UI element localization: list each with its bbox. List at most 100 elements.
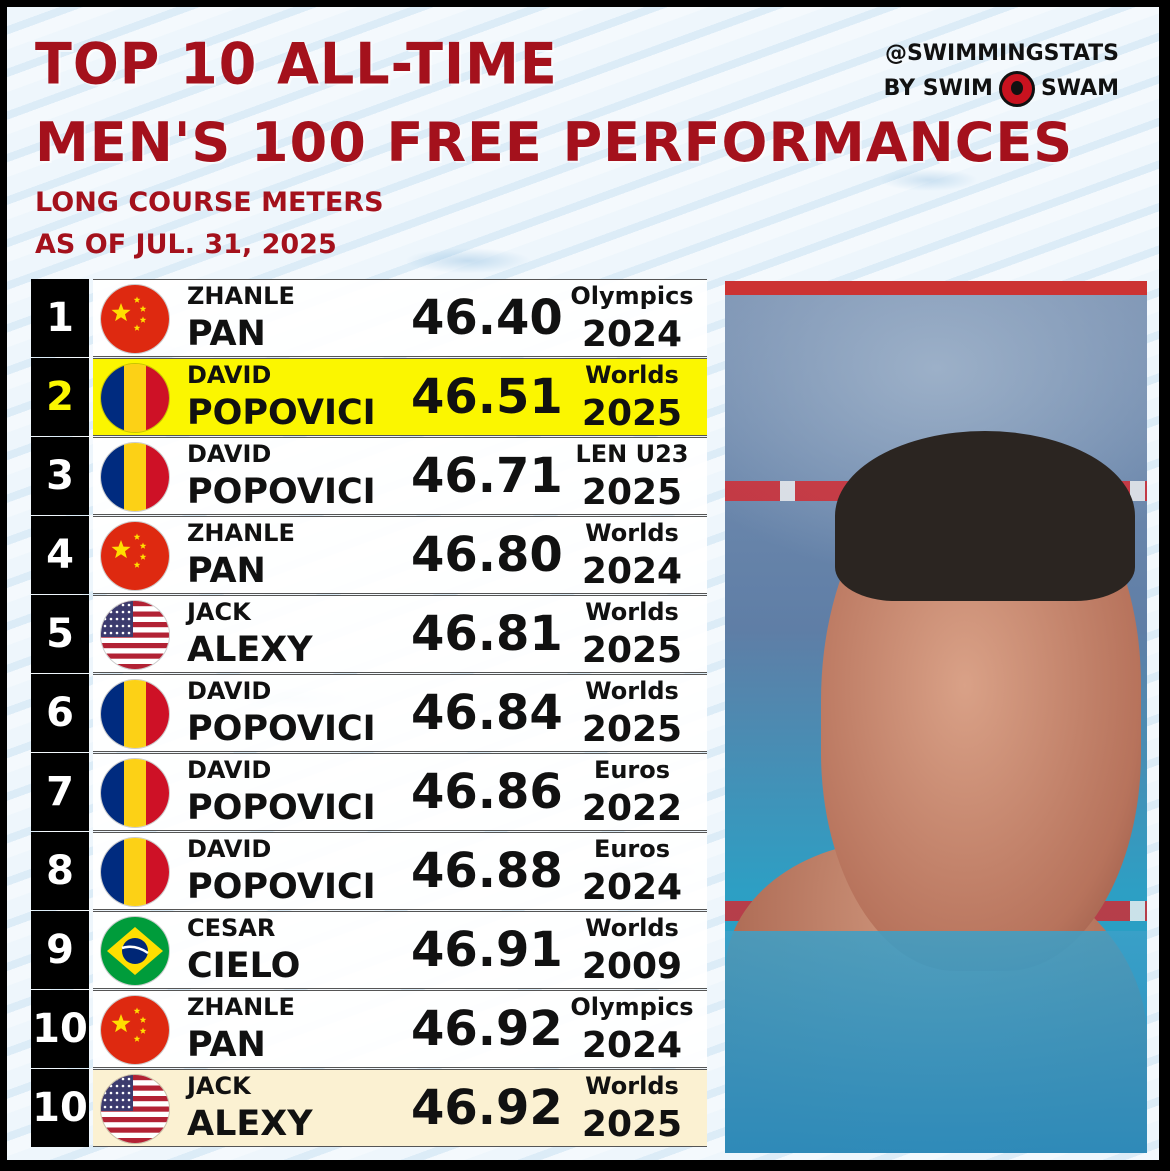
row-cell: JACK ALEXY 46.81 Worlds 2025 [93, 595, 707, 673]
meet-year: 2024 [581, 314, 683, 355]
swimmer-last-name: POPOVICI [187, 709, 376, 749]
china-flag-icon [101, 522, 169, 590]
subtitle-course: LONG COURSE METERS [35, 187, 384, 218]
row-cell: DAVID POPOVICI 46.86 Euros 2022 [93, 753, 707, 831]
meet-year: 2025 [581, 709, 683, 750]
table-row: 9 CESAR CIELO 46.91 Worlds 2009 [31, 911, 707, 989]
romania-flag-icon [101, 364, 169, 432]
romania-flag-icon [101, 680, 169, 748]
swim-time: 46.80 [411, 527, 563, 583]
meet-name: LEN U23 [575, 440, 689, 468]
title-line-2: MEN'S 100 FREE PERFORMANCES [35, 111, 1074, 174]
china-flag-icon [101, 285, 169, 353]
china-flag-icon [101, 996, 169, 1064]
swimmer-last-name: PAN [187, 314, 266, 354]
table-row: 3 DAVID POPOVICI 46.71 LEN U23 2025 [31, 437, 707, 515]
brazil-flag-icon [101, 917, 169, 985]
row-cell: ZHANLE PAN 46.80 Worlds 2024 [93, 516, 707, 594]
swimmer-last-name: POPOVICI [187, 788, 376, 828]
meet-year: 2024 [581, 1025, 683, 1066]
rank-number: 10 [31, 990, 89, 1068]
meet-year: 2025 [581, 472, 683, 513]
rank-number: 6 [31, 674, 89, 752]
usa-flag-icon [101, 601, 169, 669]
rank-number: 2 [31, 358, 89, 436]
swimmer-first-name: JACK [187, 1072, 251, 1100]
table-row: 2 DAVID POPOVICI 46.51 Worlds 2025 [31, 358, 707, 436]
rank-number: 7 [31, 753, 89, 831]
swimmer-first-name: JACK [187, 598, 251, 626]
swim-time: 46.84 [411, 685, 563, 741]
swimmer-first-name: DAVID [187, 677, 272, 705]
row-cell: DAVID POPOVICI 46.88 Euros 2024 [93, 832, 707, 910]
meet-name: Worlds [585, 598, 679, 626]
meet-year: 2025 [581, 630, 683, 671]
swim-time: 46.51 [411, 369, 563, 425]
rank-number: 8 [31, 832, 89, 910]
row-cell: ZHANLE PAN 46.92 Olympics 2024 [93, 990, 707, 1068]
swimmer-first-name: DAVID [187, 440, 272, 468]
swimmer-first-name: ZHANLE [187, 993, 295, 1021]
swimmer-first-name: CESAR [187, 914, 276, 942]
swim-time: 46.71 [411, 448, 563, 504]
meet-name: Worlds [585, 677, 679, 705]
swimmer-last-name: ALEXY [187, 1104, 313, 1144]
swimmer-last-name: CIELO [187, 946, 301, 986]
romania-flag-icon [101, 838, 169, 906]
rank-number: 10 [31, 1069, 89, 1147]
meet-year: 2024 [581, 867, 683, 908]
table-row: 8 DAVID POPOVICI 46.88 Euros 2024 [31, 832, 707, 910]
graphic-frame: TOP 10 ALL-TIME MEN'S 100 FREE PERFORMAN… [4, 4, 1162, 1163]
swimmer-last-name: PAN [187, 551, 266, 591]
brand-by: BY SWIM [883, 76, 993, 101]
meet-name: Euros [593, 756, 671, 784]
table-row: 4 ZHANLE PAN 46.80 Worlds 2024 [31, 516, 707, 594]
swimmer-first-name: DAVID [187, 756, 272, 784]
brand-handle: @SWIMMINGSTATS [884, 41, 1119, 66]
table-row: 6 DAVID POPOVICI 46.84 Worlds 2025 [31, 674, 707, 752]
table-row: 1 ZHANLE PAN 46.40 Olympics 2024 [31, 279, 707, 357]
meet-year: 2025 [581, 393, 683, 434]
romania-flag-icon [101, 443, 169, 511]
swim-time: 46.88 [411, 843, 563, 899]
row-cell: JACK ALEXY 46.92 Worlds 2025 [93, 1069, 707, 1147]
meet-name: Olympics [570, 282, 694, 310]
meet-name: Worlds [585, 914, 679, 942]
swim-time: 46.91 [411, 922, 563, 978]
meet-name: Worlds [585, 1072, 679, 1100]
meet-year: 2022 [581, 788, 683, 829]
meet-year: 2009 [581, 946, 683, 987]
meet-name: Euros [593, 835, 671, 863]
brand-block: @SWIMMINGSTATS BY SWIM SWAM [884, 37, 1119, 107]
swim-time: 46.92 [411, 1080, 563, 1136]
swimmer-photo [725, 281, 1147, 1153]
table-row: 5 JACK ALEXY 46.81 Worlds 2025 [31, 595, 707, 673]
row-cell: DAVID POPOVICI 46.51 Worlds 2025 [93, 358, 707, 436]
swimmer-last-name: POPOVICI [187, 393, 376, 433]
table-row: 10 ZHANLE PAN 46.92 Olympics 2024 [31, 990, 707, 1068]
swimmer-first-name: ZHANLE [187, 282, 295, 310]
swimmer-last-name: ALEXY [187, 630, 313, 670]
swimmer-first-name: DAVID [187, 835, 272, 863]
meet-name: Olympics [570, 993, 694, 1021]
swimmer-first-name: ZHANLE [187, 519, 295, 547]
swimmer-last-name: POPOVICI [187, 867, 376, 907]
title-line-1: TOP 10 ALL-TIME [35, 31, 558, 98]
table-row: 10 JACK ALEXY 46.92 Worlds 2025 [31, 1069, 707, 1147]
row-cell: DAVID POPOVICI 46.71 LEN U23 2025 [93, 437, 707, 515]
subtitle-date: AS OF JUL. 31, 2025 [35, 229, 337, 260]
swimmer-last-name: PAN [187, 1025, 266, 1065]
romania-flag-icon [101, 759, 169, 827]
swimmer-last-name: POPOVICI [187, 472, 376, 512]
swimmer-first-name: DAVID [187, 361, 272, 389]
swim-time: 46.40 [411, 290, 563, 346]
meet-year: 2024 [581, 551, 683, 592]
rank-number: 5 [31, 595, 89, 673]
row-cell: ZHANLE PAN 46.40 Olympics 2024 [93, 279, 707, 357]
rank-number: 1 [31, 279, 89, 357]
rank-number: 3 [31, 437, 89, 515]
brand-name: SWAM [1040, 76, 1119, 101]
table-row: 7 DAVID POPOVICI 46.86 Euros 2022 [31, 753, 707, 831]
rank-number: 4 [31, 516, 89, 594]
usa-flag-icon [101, 1075, 169, 1143]
